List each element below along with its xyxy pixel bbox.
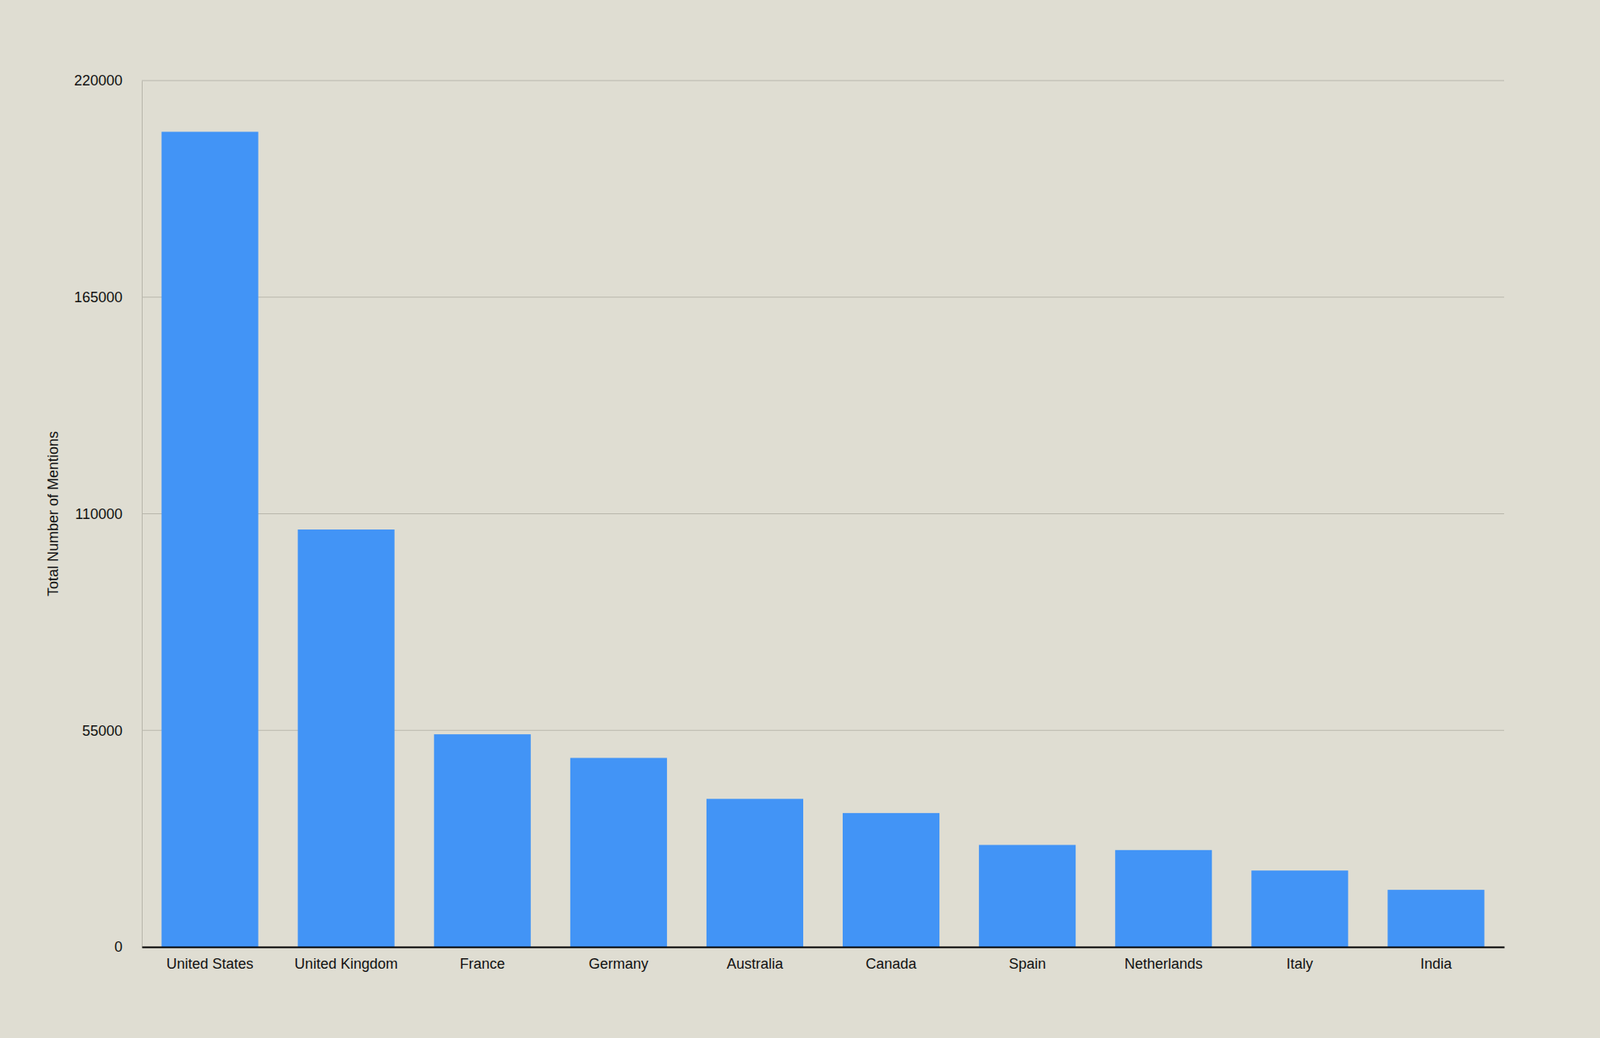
bar — [298, 529, 395, 947]
y-tick: 220000 — [74, 72, 142, 89]
y-tick: 165000 — [74, 289, 142, 306]
x-tick: United Kingdom — [294, 946, 398, 972]
x-tick: Netherlands — [1124, 946, 1203, 972]
x-axis-line — [142, 946, 1505, 949]
bar — [978, 844, 1076, 947]
x-tick: France — [460, 946, 506, 972]
x-tick: Australia — [726, 946, 784, 972]
bar — [1387, 889, 1484, 947]
y-tick-label: 110000 — [74, 505, 123, 523]
x-axis: United States United Kingdom France Germany… — [142, 946, 1505, 972]
bar — [434, 733, 531, 947]
x-tick-label: France — [460, 955, 506, 972]
chart-svg: 055000110000165000220000United StatesUni… — [0, 0, 1600, 1038]
bar — [706, 798, 804, 947]
y-tick: 110000 — [74, 505, 142, 523]
x-tick-label: Australia — [726, 955, 784, 972]
y-tick: 0 — [114, 938, 142, 955]
y-axis-title: Total Number of Mentions — [45, 431, 62, 597]
bar — [570, 757, 668, 947]
x-tick-label: Germany — [588, 955, 649, 972]
bar — [842, 812, 940, 947]
y-axis-line — [141, 81, 143, 948]
x-tick: United States — [166, 946, 254, 972]
x-tick-label: United Kingdom — [294, 955, 398, 972]
bar — [1115, 849, 1212, 947]
x-tick-label: Netherlands — [1124, 955, 1203, 972]
x-tick-label: Spain — [1008, 955, 1046, 972]
x-tick: Canada — [866, 946, 918, 972]
bar — [1251, 870, 1348, 947]
bar — [161, 132, 259, 947]
grid-line — [141, 945, 1505, 947]
grid-line — [141, 79, 1505, 81]
y-tick: 55000 — [82, 722, 142, 739]
x-tick-label: Canada — [866, 955, 918, 972]
grid-line — [141, 513, 1505, 514]
grid — [141, 80, 1505, 947]
y-tick-label: 55000 — [82, 722, 123, 739]
y-tick-label: 165000 — [74, 289, 123, 306]
x-tick: India — [1420, 946, 1453, 972]
x-tick-label: India — [1420, 955, 1453, 972]
x-tick: Italy — [1286, 946, 1314, 972]
bars — [161, 132, 1485, 947]
x-tick: Spain — [1008, 946, 1046, 972]
y-tick-label: 0 — [114, 938, 123, 955]
y-axis: 0 55000 110000 165000 220000 — [74, 72, 143, 955]
plot: 055000110000165000220000United StatesUni… — [74, 72, 1505, 972]
chart-container: 055000110000165000220000United StatesUni… — [0, 0, 1600, 1038]
x-tick-label: Italy — [1286, 955, 1314, 972]
grid-line — [141, 296, 1505, 298]
y-tick-label: 220000 — [74, 72, 123, 89]
x-tick: Germany — [588, 946, 649, 972]
background — [0, 0, 1600, 1038]
x-tick-label: United States — [166, 955, 254, 972]
